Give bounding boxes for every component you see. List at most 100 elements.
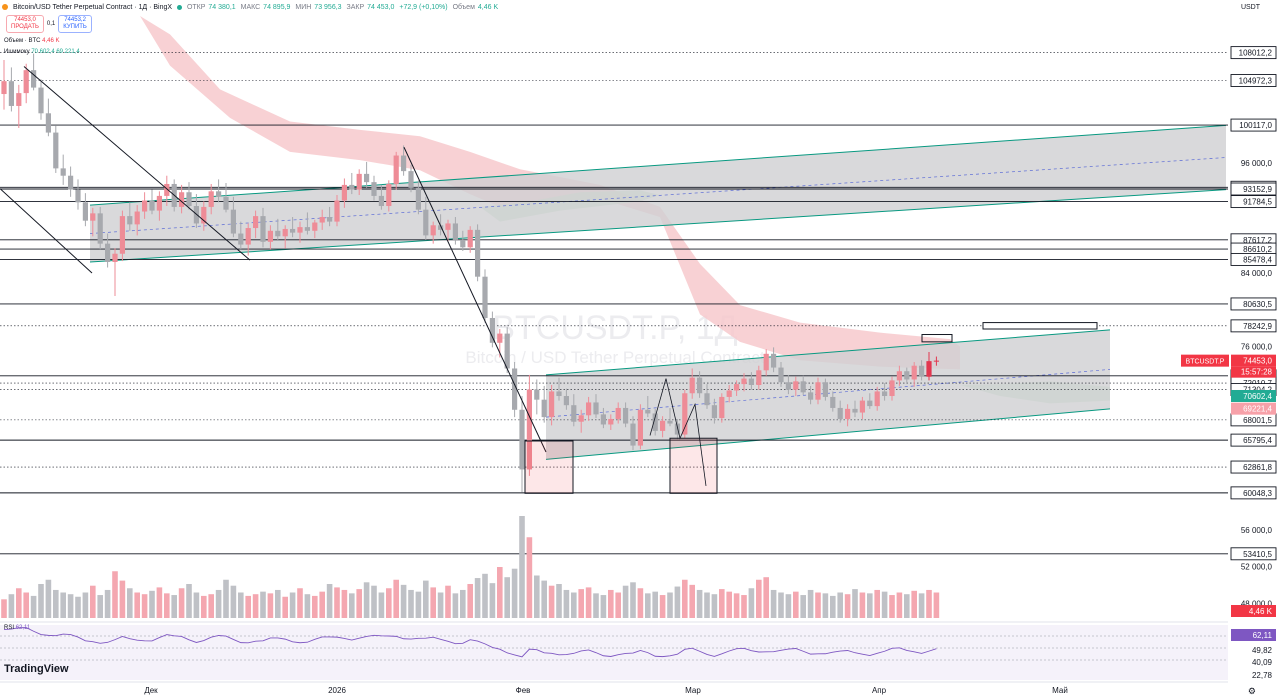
candle-body-97 bbox=[719, 397, 724, 418]
level-tag-14: 68001,5 bbox=[1243, 416, 1272, 425]
volume-bar-88 bbox=[652, 592, 658, 618]
candle-body-37 bbox=[275, 231, 280, 237]
candle-body-114 bbox=[845, 409, 850, 419]
candle-body-21 bbox=[157, 196, 162, 211]
y-tick-4: 56 000,0 bbox=[1241, 526, 1273, 535]
level-tag-10: 78242,9 bbox=[1243, 322, 1272, 331]
candle-body-9 bbox=[68, 176, 73, 190]
volume-bar-96 bbox=[712, 594, 718, 618]
ichimoku-legend[interactable]: Ишимоку 70 602,4 69 221,4 bbox=[4, 49, 80, 55]
volume-bar-65 bbox=[482, 574, 488, 618]
volume-bar-94 bbox=[697, 590, 703, 618]
volume-bar-103 bbox=[763, 577, 769, 618]
volume-bar-13 bbox=[97, 595, 103, 618]
settings-icon[interactable]: ⚙ bbox=[1248, 686, 1256, 697]
level-tag-8: 85478,4 bbox=[1243, 255, 1272, 264]
volume-bar-93 bbox=[689, 585, 695, 618]
high-value: 74 895,9 bbox=[263, 4, 290, 11]
bitcoin-icon bbox=[2, 4, 8, 10]
volume-bar-113 bbox=[837, 593, 843, 619]
candle-body-126 bbox=[934, 361, 939, 362]
candle-body-107 bbox=[793, 381, 798, 389]
candle-body-39 bbox=[290, 229, 295, 233]
candle-body-63 bbox=[468, 230, 473, 247]
volume-bar-125 bbox=[926, 590, 932, 618]
demand-box-1 bbox=[525, 441, 573, 493]
level-tag-18: 53410,5 bbox=[1243, 550, 1272, 559]
candle-body-104 bbox=[771, 354, 776, 368]
volume-bar-90 bbox=[667, 593, 673, 619]
candle-body-86 bbox=[638, 410, 643, 446]
volume-tag: 4,46 K bbox=[1249, 607, 1273, 616]
volume-bar-116 bbox=[860, 593, 866, 619]
candle-body-62 bbox=[460, 240, 465, 247]
candle-body-35 bbox=[260, 216, 265, 242]
volume-bar-120 bbox=[889, 595, 895, 618]
volume-bar-71 bbox=[527, 537, 533, 618]
candle-body-41 bbox=[305, 227, 310, 231]
candle-body-34 bbox=[253, 216, 258, 228]
volume-bar-112 bbox=[830, 596, 836, 618]
x-tick-0: Дек bbox=[144, 686, 158, 695]
candle-body-110 bbox=[815, 382, 820, 399]
volume-bar-62 bbox=[460, 590, 466, 618]
candle-body-119 bbox=[882, 391, 887, 396]
rsi-level-label-2: 22,78 bbox=[1252, 671, 1273, 680]
volume-bar-124 bbox=[919, 593, 925, 618]
candle-body-109 bbox=[808, 392, 813, 399]
rsi-legend[interactable]: RSI 62,11 bbox=[4, 625, 30, 631]
buy-button[interactable]: 74453,2 КУПИТЬ bbox=[58, 15, 92, 33]
candle-body-57 bbox=[423, 210, 428, 236]
volume-bar-37 bbox=[275, 590, 281, 618]
candle-body-91 bbox=[675, 424, 680, 435]
sell-button[interactable]: 74453,0 ПРОДАТЬ bbox=[6, 15, 44, 33]
low-value: 73 956,3 bbox=[314, 4, 341, 11]
candle-body-103 bbox=[764, 354, 769, 371]
candle-body-30 bbox=[223, 197, 228, 210]
volume-bar-14 bbox=[105, 590, 111, 618]
volume-legend[interactable]: Объем · BTC 4,46 K bbox=[4, 38, 59, 44]
candle-body-0 bbox=[1, 81, 6, 94]
level-tag-9: 80630,5 bbox=[1243, 300, 1272, 309]
candle-body-61 bbox=[453, 223, 458, 240]
candle-body-74 bbox=[549, 391, 554, 417]
candle-body-13 bbox=[98, 213, 103, 243]
volume-bar-117 bbox=[867, 593, 873, 618]
price-tag-2: 69221,4 bbox=[1243, 405, 1272, 414]
y-tick-2: 76 000,0 bbox=[1241, 342, 1273, 351]
candle-body-85 bbox=[630, 424, 635, 446]
symbol-title[interactable]: Bitcoin/USD Tether Perpetual Contract · … bbox=[13, 4, 172, 11]
volume-bar-20 bbox=[149, 591, 155, 618]
candle-body-42 bbox=[312, 223, 317, 231]
volume-legend-label: Объем · BTC bbox=[4, 38, 40, 44]
candle-body-98 bbox=[727, 391, 732, 397]
open-value: 74 380,1 bbox=[208, 4, 235, 11]
volume-bar-15 bbox=[112, 571, 118, 618]
rsi-level-label-1: 40,09 bbox=[1252, 658, 1273, 667]
candle-body-82 bbox=[608, 419, 613, 425]
price-tag-1: 70602,4 bbox=[1243, 392, 1272, 401]
candle-body-43 bbox=[320, 217, 325, 223]
volume-bar-29 bbox=[216, 590, 222, 618]
volume-bar-91 bbox=[675, 587, 681, 618]
level-tag-15: 65795,4 bbox=[1243, 436, 1272, 445]
volume-bar-11 bbox=[83, 593, 89, 619]
volume-bar-60 bbox=[445, 586, 451, 618]
close-label: ЗАКР bbox=[347, 4, 365, 11]
volume-bar-77 bbox=[571, 593, 577, 619]
volume-bar-36 bbox=[268, 593, 274, 618]
volume-bar-19 bbox=[142, 594, 148, 618]
currency-selector[interactable]: USDT bbox=[1241, 4, 1260, 11]
high-label: МАКС bbox=[241, 4, 261, 11]
rsi-legend-label: RSI bbox=[4, 625, 14, 631]
volume-bar-56 bbox=[416, 592, 422, 618]
volume-bar-42 bbox=[312, 596, 318, 618]
volume-bar-114 bbox=[845, 594, 851, 618]
volume-bar-5 bbox=[38, 584, 44, 618]
volume-bar-52 bbox=[386, 588, 392, 618]
candle-body-53 bbox=[394, 156, 399, 184]
volume-bar-47 bbox=[349, 593, 355, 618]
candle-body-118 bbox=[875, 391, 880, 406]
x-tick-4: Апр bbox=[872, 686, 887, 695]
